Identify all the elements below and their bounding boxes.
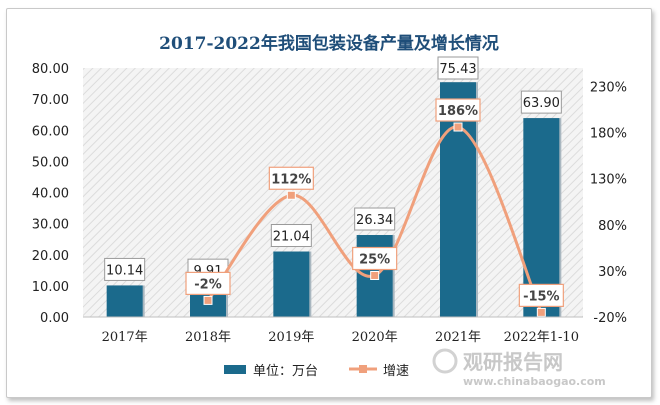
growth-label-box: [185, 271, 231, 295]
right-tick-label: 130%: [590, 173, 627, 188]
category-label: 2019年: [268, 330, 314, 345]
chart-svg: 2017-2022年我国包装设备产量及增长情况 0.00 10.00 20.00 30…: [32, 33, 627, 388]
growth-point: [370, 271, 380, 280]
line-series: -2% 112% 25% 186% -15%: [185, 98, 564, 317]
legend-line-label: 增速: [383, 364, 409, 379]
chart-title: 2017-2022年我国包装设备产量及增长情况: [159, 33, 499, 54]
bar-value-label: 26.34: [356, 213, 393, 228]
growth-point: [286, 190, 296, 200]
left-axis: 0.00 10.00 20.00 30.00 40.00 50.00 60.00 70.00 8…: [32, 62, 69, 326]
growth-value-label: 186%: [438, 104, 478, 119]
left-tick-label: 50.00: [32, 155, 69, 170]
left-tick-label: 0.00: [40, 311, 69, 326]
growth-point: [536, 307, 546, 317]
bar-value-label: 10.14: [106, 263, 143, 278]
bar-label-box: [354, 207, 396, 231]
left-tick-label: 20.00: [32, 249, 69, 264]
right-axis: -20% 30% 80% 130% 180% 230%: [590, 80, 627, 326]
right-tick-label: -20%: [593, 311, 627, 326]
growth-label-box: [352, 246, 398, 271]
bar-value-label: 75.43: [439, 62, 476, 77]
right-tick-label: 80%: [598, 219, 627, 234]
bar: [273, 251, 310, 317]
growth-value-label: 112%: [271, 172, 311, 187]
right-tick-label: 180%: [590, 127, 627, 142]
right-tick-label: 30%: [598, 265, 627, 280]
bar-label-box: [104, 257, 146, 281]
left-tick-label: 70.00: [32, 93, 69, 108]
bar-label-box: [437, 56, 479, 80]
left-tick-label: 60.00: [32, 124, 69, 139]
category-label: 2018年: [185, 330, 231, 345]
legend-line-marker: [359, 365, 367, 373]
chart-frame: 2017-2022年我国包装设备产量及增长情况 0.00 10.00 20.00 30…: [6, 8, 652, 398]
legend-bar-label: 单位：万台: [253, 364, 318, 379]
growth-label-box: [518, 283, 564, 307]
legend: 单位：万台 增速: [224, 364, 409, 379]
bar-label-box: [520, 90, 562, 114]
category-label: 2021年: [435, 330, 481, 345]
growth-value-label: -15%: [523, 289, 560, 304]
watermark-text-cn: 观研报告网: [463, 350, 563, 374]
left-tick-label: 10.00: [32, 280, 69, 295]
bar-label-box: [270, 224, 312, 248]
category-label: 2022年1-10: [504, 330, 579, 345]
left-tick-label: 30.00: [32, 218, 69, 233]
plot-area: [83, 68, 583, 317]
growth-label-box: [435, 98, 481, 122]
category-axis: 2017年 2018年 2019年 2020年 2021年 2022年1-10: [102, 330, 579, 345]
category-label: 2017年: [102, 330, 148, 345]
growth-point: [453, 122, 463, 132]
growth-label-box: [268, 166, 314, 190]
growth-value-label: 25%: [359, 253, 390, 268]
left-tick-label: 80.00: [32, 62, 69, 77]
growth-point: [203, 295, 213, 305]
category-label: 2020年: [352, 330, 398, 345]
watermark: 观研报告网 www.chinabaogao.com: [432, 348, 606, 388]
watermark-text-en: www.chinabaogao.com: [463, 375, 606, 388]
bar: [106, 285, 143, 317]
bar-value-label: 21.04: [273, 230, 310, 245]
right-tick-label: 230%: [590, 80, 627, 95]
left-tick-label: 40.00: [32, 187, 69, 202]
growth-value-label: -2%: [194, 277, 221, 292]
watermark-logo-icon: [432, 348, 458, 374]
bar-value-label: 63.90: [523, 96, 560, 111]
legend-bar-swatch: [224, 365, 246, 374]
